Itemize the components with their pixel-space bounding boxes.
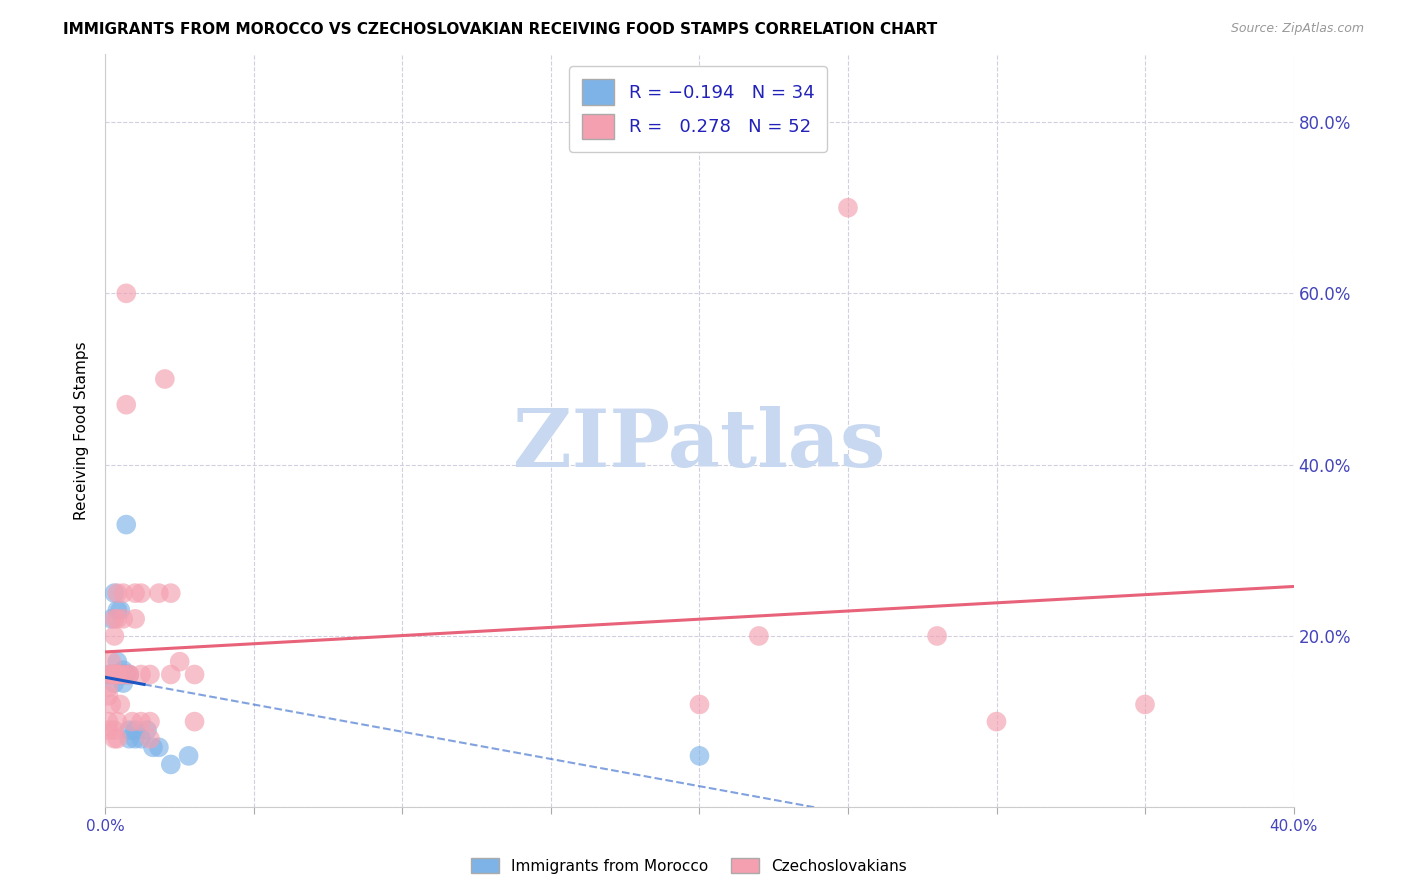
Text: Source: ZipAtlas.com: Source: ZipAtlas.com: [1230, 22, 1364, 36]
Point: [97, 689, 120, 703]
Point: [97, 667, 120, 681]
Point: [103, 667, 125, 681]
Point: [103, 667, 125, 681]
Point: [112, 586, 135, 600]
Point: [110, 667, 132, 681]
Point: [748, 629, 770, 643]
Point: [139, 731, 162, 746]
Point: [103, 586, 125, 600]
Point: [100, 667, 122, 681]
Point: [105, 714, 128, 729]
Point: [103, 731, 125, 746]
Point: [112, 612, 135, 626]
Point: [124, 723, 146, 738]
Point: [100, 612, 122, 626]
Point: [100, 667, 122, 681]
Point: [124, 586, 146, 600]
Point: [115, 286, 138, 301]
Point: [110, 698, 132, 712]
Point: [97, 714, 120, 729]
Point: [105, 667, 128, 681]
Point: [139, 667, 162, 681]
Point: [100, 667, 122, 681]
Point: [105, 731, 128, 746]
Point: [177, 748, 200, 763]
Point: [689, 698, 711, 712]
Point: [689, 748, 711, 763]
Point: [103, 667, 125, 681]
Point: [105, 586, 128, 600]
Point: [927, 629, 949, 643]
Point: [103, 629, 125, 643]
Point: [169, 655, 191, 669]
Point: [183, 667, 205, 681]
Point: [129, 714, 152, 729]
Point: [142, 740, 165, 755]
Point: [105, 603, 128, 617]
Point: [112, 667, 135, 681]
Point: [124, 612, 146, 626]
Point: [105, 667, 128, 681]
Point: [118, 723, 141, 738]
Point: [153, 372, 176, 386]
Point: [105, 612, 128, 626]
Point: [112, 676, 135, 690]
Point: [112, 667, 135, 681]
Point: [105, 667, 128, 681]
Point: [112, 667, 135, 681]
Y-axis label: Receiving Food Stamps: Receiving Food Stamps: [75, 341, 90, 520]
Point: [159, 757, 181, 772]
Point: [159, 586, 181, 600]
Text: ZIPatlas: ZIPatlas: [513, 407, 886, 484]
Point: [115, 667, 138, 681]
Point: [100, 698, 122, 712]
Point: [105, 667, 128, 681]
Point: [121, 714, 143, 729]
Point: [118, 667, 141, 681]
Point: [159, 667, 181, 681]
Point: [103, 667, 125, 681]
Point: [103, 723, 125, 738]
Point: [148, 740, 170, 755]
Point: [124, 731, 146, 746]
Point: [129, 667, 152, 681]
Point: [112, 663, 135, 677]
Point: [115, 398, 138, 412]
Point: [110, 603, 132, 617]
Text: IMMIGRANTS FROM MOROCCO VS CZECHOSLOVAKIAN RECEIVING FOOD STAMPS CORRELATION CHA: IMMIGRANTS FROM MOROCCO VS CZECHOSLOVAKI…: [63, 22, 938, 37]
Point: [136, 723, 159, 738]
Point: [103, 612, 125, 626]
Point: [118, 667, 141, 681]
Point: [110, 667, 132, 681]
Point: [110, 667, 132, 681]
Point: [103, 676, 125, 690]
Point: [148, 586, 170, 600]
Point: [100, 655, 122, 669]
Point: [97, 723, 120, 738]
Point: [837, 201, 859, 215]
Point: [97, 681, 120, 695]
Point: [986, 714, 1008, 729]
Legend: Immigrants from Morocco, Czechoslovakians: Immigrants from Morocco, Czechoslovakian…: [465, 852, 912, 880]
Point: [115, 667, 138, 681]
Point: [118, 731, 141, 746]
Point: [129, 586, 152, 600]
Point: [110, 667, 132, 681]
Point: [139, 714, 162, 729]
Legend: R = −0.194   N = 34, R =   0.278   N = 52: R = −0.194 N = 34, R = 0.278 N = 52: [569, 66, 827, 152]
Point: [1133, 698, 1156, 712]
Point: [105, 655, 128, 669]
Point: [115, 517, 138, 532]
Point: [183, 714, 205, 729]
Point: [118, 667, 141, 681]
Point: [129, 731, 152, 746]
